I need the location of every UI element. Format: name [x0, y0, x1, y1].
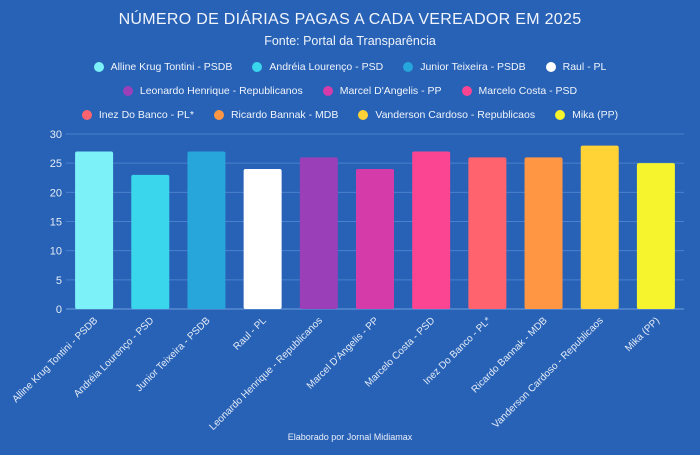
legend-label: Andréia Lourenço - PSD	[269, 61, 384, 73]
legend-swatch-icon	[358, 110, 369, 120]
legend-item[interactable]: Mika (PP)	[555, 107, 618, 123]
legend-swatch-icon	[545, 62, 556, 72]
bar[interactable]	[580, 145, 619, 309]
x-tick-label: Raul - PL	[232, 315, 270, 353]
legend-label: Inez Do Banco - PL*	[98, 109, 194, 121]
x-tick-label: Leonardo Henrique - Republicanos	[207, 315, 324, 432]
legend-swatch-icon	[322, 86, 333, 96]
bar[interactable]	[412, 151, 451, 310]
legend-swatch-icon	[122, 86, 133, 96]
legend-label: Raul - PL	[562, 61, 607, 73]
legend-item[interactable]: Andréia Lourenço - PSD	[252, 59, 383, 75]
y-tick-label: 20	[50, 187, 62, 199]
legend-swatch-icon	[555, 110, 566, 120]
x-tick-label: Mika (PP)	[623, 315, 662, 354]
legend-label: Leonardo Henrique - Republicanos	[139, 85, 303, 97]
legend-swatch-icon	[213, 110, 224, 120]
legend-swatch-icon	[403, 62, 414, 72]
bar[interactable]	[299, 157, 338, 309]
bar[interactable]	[524, 157, 563, 309]
y-tick-label: 5	[56, 275, 62, 287]
bar[interactable]	[75, 151, 114, 310]
bar[interactable]	[131, 174, 170, 309]
legend-item[interactable]: Raul - PL	[545, 59, 607, 75]
y-tick-label: 10	[50, 246, 62, 258]
bar[interactable]	[468, 157, 507, 309]
legend-label: Marcelo Costa - PSD	[478, 85, 578, 97]
legend-item[interactable]: Vanderson Cardoso - Republicaos	[358, 107, 535, 123]
legend-item[interactable]: Marcel D'Angelis - PP	[322, 83, 442, 99]
legend-label: Ricardo Bannak - MDB	[230, 109, 339, 121]
x-tick-label: Vanderson Cardoso - Republicaos	[491, 315, 606, 430]
legend-swatch-icon	[461, 86, 472, 96]
y-tick-label: 0	[56, 304, 62, 316]
y-tick-label: 25	[50, 158, 62, 170]
bar[interactable]	[243, 169, 282, 309]
legend-label: Marcel D'Angelis - PP	[339, 85, 442, 97]
bar[interactable]	[356, 169, 394, 309]
bar[interactable]	[636, 163, 675, 309]
legend-swatch-icon	[81, 110, 92, 120]
y-tick-label: 15	[50, 217, 62, 229]
y-tick-label: 30	[50, 129, 62, 141]
legend-swatch-icon	[252, 62, 263, 72]
legend-label: Alline Krug Tontini - PSDB	[110, 61, 233, 73]
legend-label: Vanderson Cardoso - Republicaos	[375, 109, 536, 121]
bar[interactable]	[187, 151, 226, 310]
legend-item[interactable]: Alline Krug Tontini - PSDB	[93, 59, 233, 75]
legend-swatch-icon	[93, 62, 104, 72]
legend-item[interactable]: Inez Do Banco - PL*	[81, 107, 194, 123]
legend-label: Mika (PP)	[572, 109, 619, 121]
legend-item[interactable]: Marcelo Costa - PSD	[461, 83, 578, 99]
chart-legend: Alline Krug Tontini - PSDB Andréia Louren…	[70, 59, 630, 123]
legend-label: Junior Teixeira - PSDB	[420, 61, 526, 73]
legend-item[interactable]: Junior Teixeira - PSDB	[403, 59, 526, 75]
legend-item[interactable]: Ricardo Bannak - MDB	[213, 107, 339, 123]
chart-footer: Elaborado por Jornal Midiamax	[287, 432, 413, 442]
chart-title: NÚMERO DE DIÁRIAS PAGAS A CADA VEREADOR …	[118, 11, 582, 28]
legend-item[interactable]: Leonardo Henrique - Republicanos	[122, 83, 303, 99]
chart-subtitle: Fonte: Portal da Transparência	[264, 34, 436, 48]
